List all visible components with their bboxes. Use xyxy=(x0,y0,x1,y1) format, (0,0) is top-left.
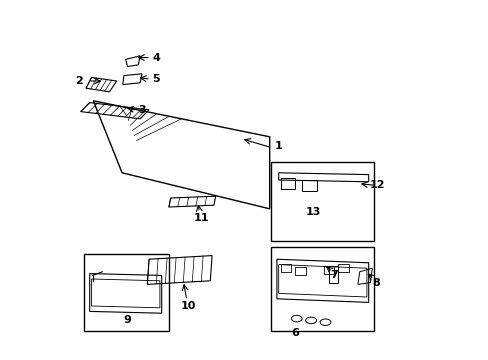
Text: 8: 8 xyxy=(371,278,379,288)
Bar xyxy=(328,266,337,283)
Text: 1: 1 xyxy=(274,141,282,151)
Text: 9: 9 xyxy=(123,315,131,325)
Text: 11: 11 xyxy=(193,213,209,223)
Bar xyxy=(337,264,348,272)
Bar xyxy=(302,180,316,191)
Bar xyxy=(280,264,291,272)
Bar xyxy=(84,254,168,331)
Text: 7: 7 xyxy=(330,270,338,280)
Text: 13: 13 xyxy=(305,207,320,217)
Text: 10: 10 xyxy=(181,301,196,311)
Text: 4: 4 xyxy=(152,53,160,63)
Bar xyxy=(280,178,294,189)
Text: 3: 3 xyxy=(138,105,145,115)
Text: 5: 5 xyxy=(152,74,160,84)
Bar xyxy=(271,162,373,241)
Text: 2: 2 xyxy=(75,76,82,86)
Bar xyxy=(323,266,334,274)
Bar xyxy=(294,267,305,275)
Bar xyxy=(271,247,373,331)
Text: 6: 6 xyxy=(290,328,298,338)
Text: 12: 12 xyxy=(369,180,385,190)
